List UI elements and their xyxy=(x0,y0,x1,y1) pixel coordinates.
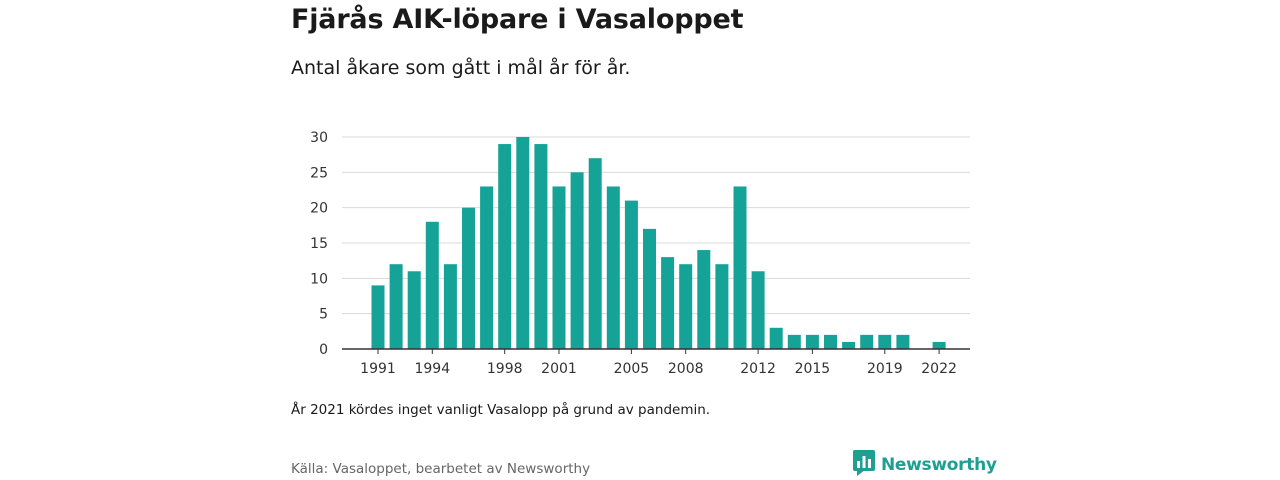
chart-title: Fjärås AIK-löpare i Vasaloppet xyxy=(291,4,744,35)
axes: 0 5 10 15 20 25 30 1991 1994 1998 2001 2005 2008 2012… xyxy=(310,130,970,377)
bar-chart-speech-icon xyxy=(853,450,875,480)
bar-2009 xyxy=(697,250,711,349)
bar-2007 xyxy=(661,257,675,349)
y-tick-label: 5 xyxy=(319,307,328,323)
y-tick-label: 10 xyxy=(310,271,328,287)
x-tick-label: 2012 xyxy=(740,361,776,377)
bar-1994 xyxy=(425,221,439,349)
bar-2014 xyxy=(787,334,801,349)
y-tick-label: 20 xyxy=(310,201,328,217)
bar-2013 xyxy=(769,327,783,349)
chart-subtitle: Antal åkare som gått i mål år för år. xyxy=(291,57,631,79)
bar-1998 xyxy=(498,144,512,349)
y-tick-label: 0 xyxy=(319,342,328,358)
bar-2015 xyxy=(805,334,819,349)
bar-chart: 0 5 10 15 20 25 30 1991 1994 1998 2001 2005 2008 2012… xyxy=(310,130,970,377)
bar-2000 xyxy=(534,144,548,349)
bar-2006 xyxy=(643,228,656,349)
x-tick-label: 2001 xyxy=(541,361,577,377)
bar-2003 xyxy=(588,158,602,349)
chart-note: År 2021 kördes inget vanligt Vasalopp på… xyxy=(291,402,711,418)
x-tick-label: 1998 xyxy=(487,361,523,377)
x-tick-label: 2005 xyxy=(614,361,650,377)
bar-1992 xyxy=(389,264,403,349)
x-tick-label: 2022 xyxy=(921,361,957,377)
x-tick-label: 2008 xyxy=(668,361,704,377)
bar-2001 xyxy=(552,186,566,349)
y-tick-label: 25 xyxy=(310,165,328,181)
bar-2020 xyxy=(896,334,910,349)
bar-2017 xyxy=(842,341,856,349)
bar-2019 xyxy=(878,334,892,349)
bar-2022 xyxy=(932,341,946,349)
bar-2011 xyxy=(733,186,747,349)
bars xyxy=(371,137,946,349)
bar-1993 xyxy=(407,271,421,349)
bar-1991 xyxy=(371,285,385,349)
x-tick-label: 2019 xyxy=(867,361,903,377)
bar-1997 xyxy=(480,186,494,349)
x-tick-label: 2015 xyxy=(795,361,831,377)
x-tick-label: 1994 xyxy=(414,361,450,377)
bar-1995 xyxy=(443,264,457,349)
bar-2016 xyxy=(824,334,837,349)
newsworthy-logo[interactable]: Newsworthy xyxy=(853,450,997,480)
bar-1999 xyxy=(516,137,530,349)
bar-2004 xyxy=(606,186,620,349)
bar-1996 xyxy=(462,207,475,349)
y-tick-label: 30 xyxy=(310,130,328,146)
source-text: Källa: Vasaloppet, bearbetet av Newswort… xyxy=(291,461,591,477)
x-tick-label: 1991 xyxy=(360,361,396,377)
y-tick-label: 15 xyxy=(310,236,328,252)
bar-2018 xyxy=(860,334,874,349)
bar-2010 xyxy=(715,264,729,349)
bar-2005 xyxy=(624,200,638,349)
bar-2002 xyxy=(570,172,584,349)
bar-2012 xyxy=(751,271,765,349)
bar-2008 xyxy=(679,264,693,349)
logo-text: Newsworthy xyxy=(881,455,997,475)
